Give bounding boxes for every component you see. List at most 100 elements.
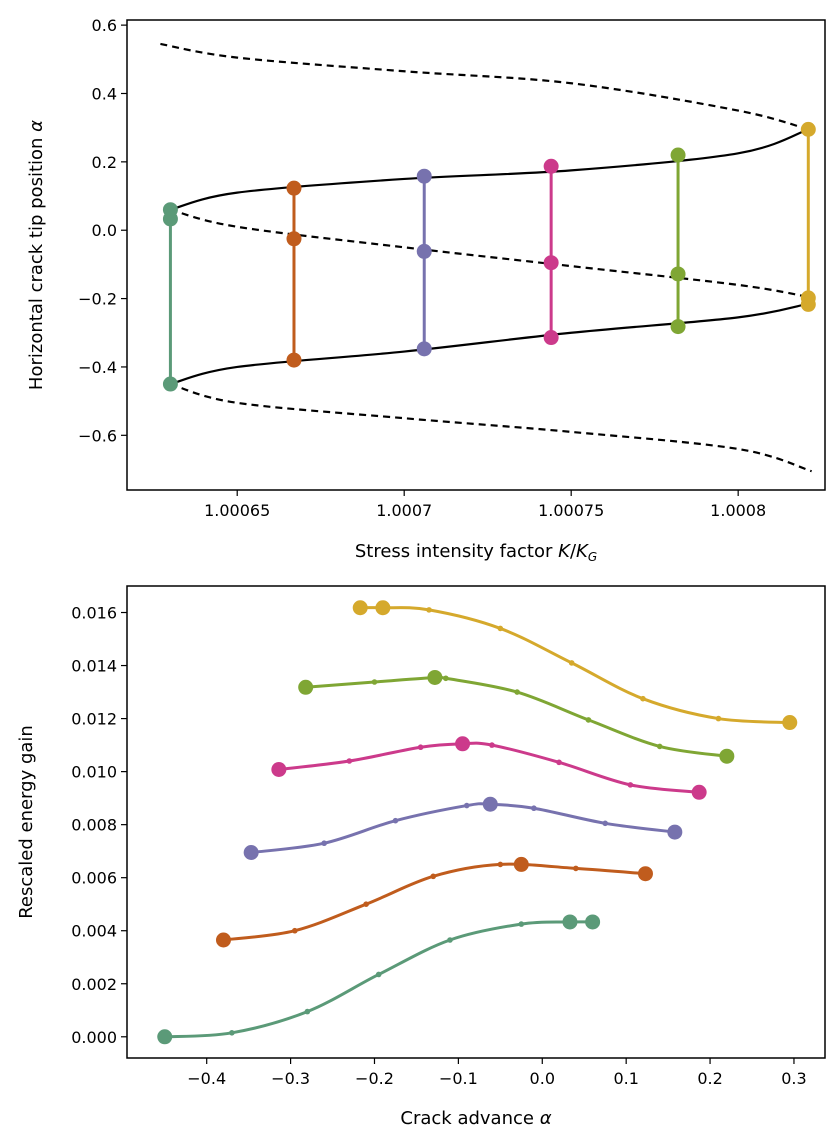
bottom-panel: −0.4 −0.3 −0.2 −0.1 0.0 0.1 0.2 0.3 0.000 0.002 0.…: [16, 585, 826, 1129]
bottom-series-point: [497, 625, 504, 632]
bottom-y-tick-label: 0.014: [71, 657, 117, 676]
bottom-x-tick-label: 0.3: [781, 1069, 806, 1088]
top-y-tick-label: 0.4: [92, 84, 117, 103]
bottom-y-tick-label: 0.012: [71, 710, 117, 729]
bottom-series-point: [585, 717, 592, 723]
bottom-series-marker: [215, 932, 231, 948]
bottom-series-marker: [298, 679, 314, 695]
top-y-tick-label: 0.0: [92, 221, 117, 240]
top-series-marker: [543, 330, 559, 346]
top-series-marker: [286, 352, 302, 368]
bottom-series-line: [305, 675, 728, 758]
bottom-x-axis-label: Crack advance α: [400, 1108, 551, 1129]
bottom-series-point: [321, 840, 327, 847]
bottom-y-tick-label: 0.002: [71, 975, 117, 994]
bottom-series-point: [363, 901, 369, 908]
bottom-series-point: [304, 1008, 311, 1015]
bottom-series-point: [497, 861, 504, 868]
bottom-series-marker: [719, 748, 735, 764]
bottom-series-point: [375, 971, 382, 978]
bottom-series-point: [371, 679, 378, 685]
bottom-series-point: [291, 927, 298, 934]
bottom-series-marker: [667, 824, 683, 840]
top-series-marker: [416, 341, 432, 357]
bottom-series-point: [489, 742, 495, 748]
top-curve-solid: [170, 302, 809, 386]
bottom-series-marker: [691, 784, 707, 800]
bottom-series-point: [430, 873, 437, 880]
top-plot-marks: [160, 42, 816, 473]
top-curve-dashed: [160, 42, 809, 131]
bottom-series-marker: [782, 715, 798, 731]
top-series-marker: [670, 266, 686, 282]
bottom-series-marker: [427, 669, 443, 685]
top-y-tick-label: −0.4: [78, 358, 117, 377]
bottom-series-point: [463, 802, 470, 809]
bottom-series-point: [573, 865, 579, 872]
bottom-series-point: [568, 660, 575, 666]
top-y-axis-label: Horizontal crack tip position α: [26, 120, 47, 390]
bottom-series-marker: [455, 736, 471, 752]
bottom-series-point: [556, 759, 562, 766]
bottom-series-point: [229, 1030, 235, 1036]
bottom-series-line: [278, 741, 700, 794]
bottom-series-marker: [352, 600, 368, 616]
top-series-marker: [800, 296, 816, 312]
top-ticks: 1.00065 1.0007 1.00075 1.0008 −0.6 −0.4 −0.2 0.…: [78, 16, 766, 520]
bottom-series-marker: [562, 914, 578, 930]
top-x-tick-label: 1.0007: [376, 501, 432, 520]
top-curve-dashed: [170, 382, 812, 473]
bottom-series-marker: [585, 914, 601, 930]
top-curve-dashed: [170, 208, 809, 298]
top-series-marker: [800, 121, 816, 137]
top-series-marker: [416, 168, 432, 184]
top-y-tick-label: −0.6: [78, 426, 117, 445]
bottom-ticks: −0.4 −0.3 −0.2 −0.1 0.0 0.1 0.2 0.3 0.000 0.002 0.…: [71, 604, 806, 1088]
bottom-x-tick-label: −0.3: [271, 1069, 310, 1088]
bottom-x-tick-label: −0.2: [355, 1069, 394, 1088]
top-y-tick-label: 0.2: [92, 153, 117, 172]
top-x-tick-label: 1.00065: [204, 501, 270, 520]
bottom-x-tick-label: −0.1: [439, 1069, 478, 1088]
top-curve-solid: [170, 128, 809, 211]
top-x-axis-label: Stress intensity factor K/KG: [355, 541, 597, 564]
top-y-tick-label: −0.2: [78, 290, 117, 309]
bottom-series-point: [442, 675, 449, 682]
top-series-marker: [286, 180, 302, 196]
bottom-series-point: [447, 937, 453, 943]
bottom-y-tick-label: 0.010: [71, 763, 117, 782]
top-x-tick-label: 1.0008: [710, 501, 766, 520]
top-series-marker: [543, 158, 559, 174]
bottom-series-point: [531, 805, 537, 812]
bottom-series-point: [640, 695, 646, 702]
bottom-series-marker: [513, 856, 529, 872]
bottom-series-marker: [243, 844, 259, 860]
bottom-series-marker: [271, 761, 287, 777]
bottom-series-marker: [157, 1029, 173, 1045]
bottom-series-point: [346, 758, 353, 764]
bottom-x-tick-label: −0.4: [187, 1069, 226, 1088]
top-series-marker: [286, 231, 302, 247]
bottom-series-point: [514, 689, 520, 695]
top-series-marker: [162, 376, 178, 392]
bottom-x-tick-label: 0.1: [613, 1069, 638, 1088]
bottom-series-point: [392, 817, 399, 824]
bottom-series-point: [417, 744, 424, 751]
bottom-x-tick-label: 0.2: [697, 1069, 722, 1088]
bottom-y-tick-label: 0.008: [71, 816, 117, 835]
top-y-tick-label: 0.6: [92, 16, 117, 35]
bottom-series-point: [715, 715, 722, 722]
bottom-series-point: [602, 820, 608, 827]
bottom-series-marker: [375, 600, 391, 616]
bottom-x-tick-label: 0.0: [530, 1069, 555, 1088]
top-x-axis-math: K: [558, 541, 571, 562]
top-series-marker: [416, 243, 432, 259]
top-series-marker: [670, 319, 686, 335]
top-series-marker: [543, 255, 559, 271]
top-series-marker: [670, 147, 686, 163]
bottom-series-point: [656, 743, 663, 750]
bottom-y-tick-label: 0.006: [71, 869, 117, 888]
top-series-marker: [162, 211, 178, 227]
bottom-axes-frame: [126, 585, 826, 1059]
